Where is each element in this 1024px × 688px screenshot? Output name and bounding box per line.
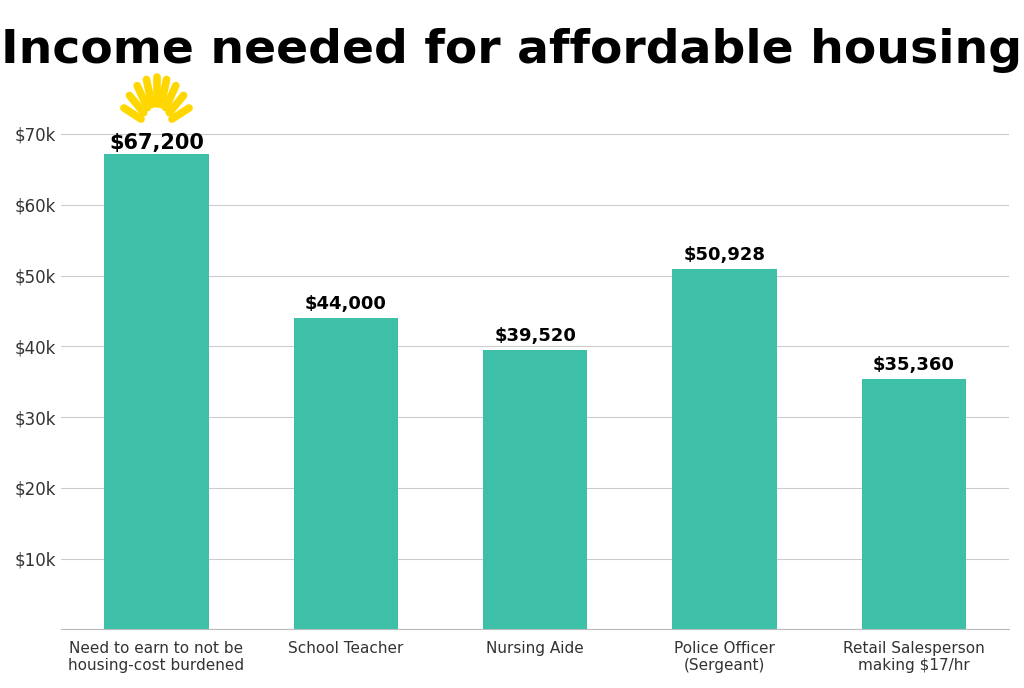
- Text: $35,360: $35,360: [872, 356, 954, 374]
- Bar: [104, 154, 209, 630]
- Text: $44,000: $44,000: [305, 295, 387, 313]
- Bar: [483, 350, 587, 630]
- Text: $39,520: $39,520: [495, 327, 577, 345]
- Text: $50,928: $50,928: [683, 246, 766, 264]
- Bar: [294, 318, 398, 630]
- Text: $67,200: $67,200: [110, 133, 204, 153]
- Text: Income needed for affordable housing: Income needed for affordable housing: [1, 28, 1023, 72]
- Bar: [673, 269, 776, 630]
- Bar: [862, 379, 966, 630]
